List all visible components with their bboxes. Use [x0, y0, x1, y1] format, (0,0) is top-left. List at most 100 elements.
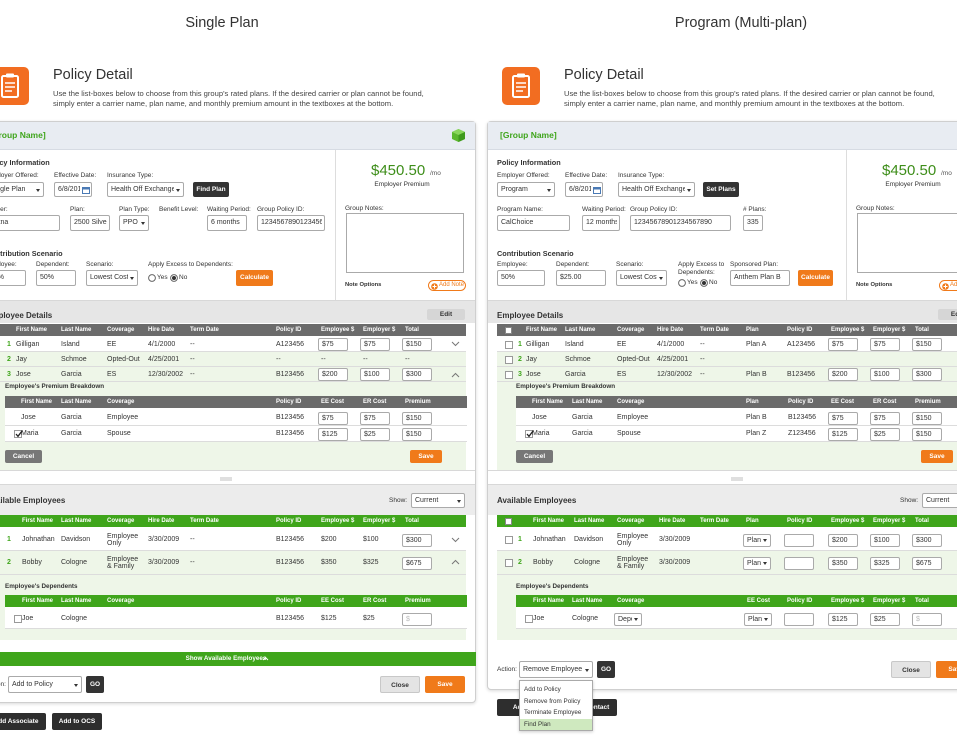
cell-input[interactable]: Plan B [743, 556, 771, 570]
checkbox[interactable] [505, 340, 513, 349]
input-field[interactable]: 6/8/2016 [565, 182, 603, 197]
notes-textarea[interactable] [857, 213, 957, 273]
edit-button[interactable]: Edit [938, 309, 957, 320]
header-checkbox[interactable] [505, 517, 512, 525]
cell-input[interactable]: $675 [402, 556, 432, 570]
cell-input[interactable]: $150 [912, 338, 942, 351]
menu-option[interactable]: Find Plan [520, 718, 592, 730]
input-field[interactable]: 1234567890123456789... [257, 215, 325, 231]
cell-input[interactable]: $100 [870, 533, 900, 547]
close-button[interactable]: Close [380, 676, 420, 693]
cell-input[interactable]: $75 [828, 338, 858, 351]
cell-input[interactable] [784, 612, 814, 626]
show-select[interactable]: Current [922, 493, 957, 508]
input-field[interactable]: Aetna [0, 215, 60, 231]
input-field[interactable]: 12 months [582, 215, 620, 231]
cell-input[interactable]: $ [402, 612, 432, 626]
menu-option[interactable]: Terminate Employee [524, 709, 582, 716]
cell-input[interactable]: $150 [912, 427, 942, 441]
input-field[interactable]: Anthem Plan B [730, 270, 790, 286]
cell-input[interactable]: $125 [828, 427, 858, 441]
input-field[interactable]: 6/8/2016 [54, 182, 92, 197]
radio-label[interactable]: Yes [157, 274, 168, 281]
cell-input[interactable]: Plan B [744, 612, 772, 626]
radio-label[interactable]: No [179, 274, 188, 281]
find-plan-button[interactable]: Find Plan [193, 182, 229, 197]
go-button[interactable]: GO [86, 676, 104, 693]
cell-input[interactable]: $150 [402, 338, 432, 351]
calculate-button[interactable]: Calculate [236, 270, 273, 286]
input-field[interactable]: 335 [743, 215, 763, 231]
input-field[interactable]: 2500 Silver [70, 215, 110, 231]
close-button[interactable]: Close [891, 661, 931, 678]
cell-input[interactable]: $125 [828, 612, 858, 626]
checkbox[interactable] [505, 355, 513, 364]
input-field[interactable]: Program [497, 182, 555, 197]
cell-input[interactable]: $ [912, 612, 942, 626]
notes-textarea[interactable] [346, 213, 464, 273]
show-available-bar[interactable] [0, 652, 476, 666]
cell-input[interactable]: $150 [912, 411, 942, 425]
cell-input[interactable]: $75 [318, 411, 348, 425]
cell-input[interactable]: $25 [870, 612, 900, 626]
checkbox[interactable] [525, 430, 534, 438]
cell-input[interactable]: $300 [402, 368, 432, 381]
cell-input[interactable]: $200 [318, 368, 348, 381]
footer-button[interactable]: Add Associate [0, 713, 46, 730]
add-note-button[interactable]: Add Note [939, 280, 957, 291]
menu-option[interactable]: Add to Policy [524, 686, 561, 693]
cell-input[interactable]: $200 [828, 368, 858, 381]
radio-label[interactable]: No [709, 279, 718, 286]
cell-input[interactable]: $25 [360, 427, 390, 441]
input-field[interactable]: CalChoice [497, 215, 570, 231]
input-field[interactable]: Health Off Exchange [618, 182, 695, 197]
action-select[interactable]: Remove Employee [519, 661, 593, 678]
cell-input[interactable]: $150 [402, 411, 432, 425]
calculate-button[interactable]: Calculate [798, 270, 833, 286]
cell-input[interactable]: $325 [870, 556, 900, 570]
cell-input[interactable]: $300 [912, 533, 942, 547]
cell-input[interactable]: $150 [402, 427, 432, 441]
show-available-label[interactable]: Show Available Employees [185, 655, 267, 662]
checkbox[interactable] [505, 370, 513, 379]
cell-input[interactable] [784, 533, 814, 547]
cell-input[interactable]: $75 [870, 411, 900, 425]
cell-input[interactable]: $100 [870, 368, 900, 381]
checkbox[interactable] [505, 559, 513, 567]
go-button[interactable]: GO [597, 661, 615, 678]
cell-input[interactable]: Depend... [614, 612, 642, 626]
save-button[interactable]: Save [410, 450, 442, 463]
show-select[interactable]: Current [411, 493, 465, 508]
cell-input[interactable]: $25 [870, 427, 900, 441]
input-field[interactable]: 12345678901234567890 [630, 215, 731, 231]
cell-input[interactable]: $350 [828, 556, 858, 570]
add-note-button[interactable]: Add Note [428, 280, 466, 291]
checkbox[interactable] [505, 536, 513, 544]
input-field[interactable]: Lowest Cost [86, 270, 138, 286]
input-field[interactable]: Lowest Cost [616, 270, 667, 286]
cell-input[interactable]: $300 [402, 533, 432, 547]
cell-input[interactable]: $75 [828, 411, 858, 425]
save-button[interactable]: Save [936, 661, 957, 678]
cell-input[interactable]: $675 [912, 556, 942, 570]
input-field[interactable]: 50% [497, 270, 545, 286]
cancel-button[interactable]: Cancel [5, 450, 42, 463]
input-field[interactable]: Health Off Exchange [107, 182, 184, 197]
input-field[interactable]: $25.00 [556, 270, 606, 286]
cancel-button[interactable]: Cancel [516, 450, 553, 463]
cell-input[interactable]: Plan B [743, 533, 771, 547]
input-field[interactable]: 50% [0, 270, 26, 286]
checkbox[interactable] [14, 430, 23, 438]
footer-button[interactable]: Add to OCS [52, 713, 102, 730]
radio-label[interactable]: Yes [687, 279, 698, 286]
cell-input[interactable]: $100 [360, 368, 390, 381]
input-field[interactable]: PPO [119, 215, 149, 231]
edit-button[interactable]: Edit [427, 309, 465, 320]
save-button[interactable]: Save [921, 450, 953, 463]
find-plan-button[interactable]: Set Plans [703, 182, 739, 197]
cell-input[interactable]: $125 [318, 427, 348, 441]
input-field[interactable]: 6 months [207, 215, 247, 231]
cell-input[interactable]: $75 [870, 338, 900, 351]
cell-input[interactable]: $75 [360, 411, 390, 425]
cell-input[interactable]: $300 [912, 368, 942, 381]
